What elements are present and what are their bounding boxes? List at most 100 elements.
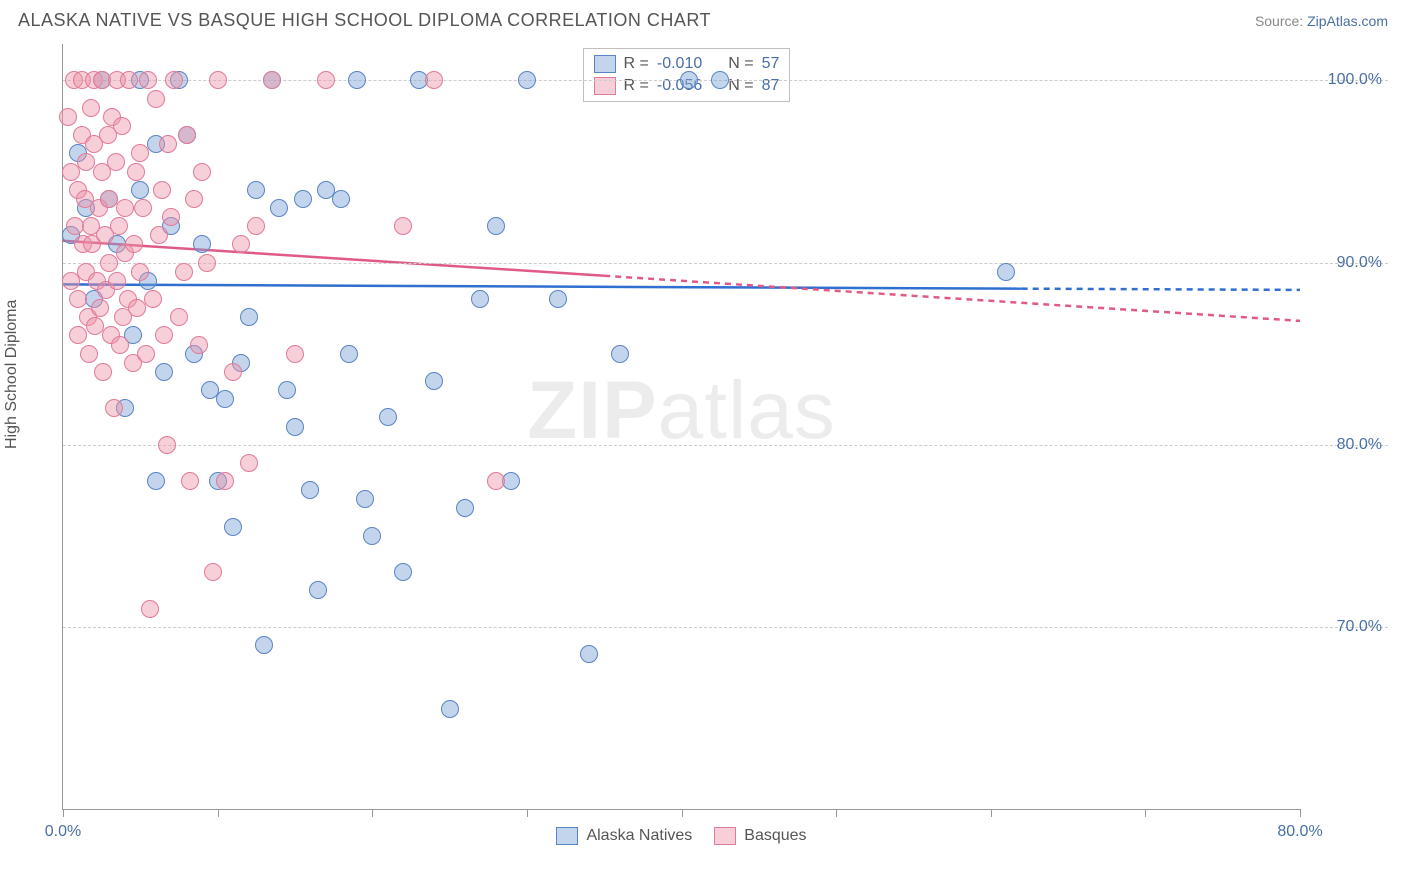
- trend-dashed-basque: [604, 276, 1300, 321]
- y-tick-label: 90.0%: [1337, 254, 1382, 272]
- watermark-rest: atlas: [658, 365, 836, 456]
- y-tick-label: 100.0%: [1328, 71, 1382, 89]
- data-point-basque: [139, 71, 157, 89]
- chart-area: High School Diploma ZIPatlas R =-0.010N …: [18, 44, 1388, 854]
- x-tick-label: 80.0%: [1277, 823, 1322, 841]
- data-point-basque: [137, 345, 155, 363]
- data-point-alaska: [255, 636, 273, 654]
- data-point-alaska: [379, 408, 397, 426]
- data-point-alaska: [309, 581, 327, 599]
- data-point-alaska: [224, 518, 242, 536]
- data-point-basque: [80, 345, 98, 363]
- data-point-alaska: [711, 71, 729, 89]
- data-point-basque: [240, 454, 258, 472]
- n-value: 57: [762, 55, 780, 73]
- data-point-alaska: [487, 217, 505, 235]
- data-point-basque: [232, 235, 250, 253]
- data-point-basque: [159, 135, 177, 153]
- data-point-alaska: [155, 363, 173, 381]
- data-point-basque: [131, 144, 149, 162]
- watermark-bold: ZIP: [527, 365, 658, 456]
- data-point-alaska: [340, 345, 358, 363]
- data-point-basque: [247, 217, 265, 235]
- data-point-basque: [82, 99, 100, 117]
- data-point-basque: [94, 363, 112, 381]
- x-tick: [63, 809, 64, 817]
- data-point-basque: [193, 163, 211, 181]
- gridline-h: [63, 263, 1388, 264]
- data-point-basque: [190, 336, 208, 354]
- data-point-alaska: [286, 418, 304, 436]
- data-point-basque: [141, 600, 159, 618]
- data-point-alaska: [441, 700, 459, 718]
- data-point-basque: [69, 290, 87, 308]
- chart-title: ALASKA NATIVE VS BASQUE HIGH SCHOOL DIPL…: [18, 10, 711, 31]
- data-point-alaska: [456, 499, 474, 517]
- data-point-alaska: [502, 472, 520, 490]
- chart-header: ALASKA NATIVE VS BASQUE HIGH SCHOOL DIPL…: [0, 0, 1406, 37]
- data-point-alaska: [247, 181, 265, 199]
- r-label: R =: [624, 55, 649, 73]
- source-label: Source:: [1255, 13, 1303, 29]
- data-point-basque: [216, 472, 234, 490]
- data-point-alaska: [348, 71, 366, 89]
- data-point-basque: [204, 563, 222, 581]
- data-point-alaska: [240, 308, 258, 326]
- data-point-alaska: [580, 645, 598, 663]
- data-point-alaska: [278, 381, 296, 399]
- data-point-basque: [105, 399, 123, 417]
- data-point-basque: [131, 263, 149, 281]
- source-link[interactable]: ZipAtlas.com: [1307, 13, 1388, 29]
- data-point-basque: [209, 71, 227, 89]
- data-point-basque: [110, 217, 128, 235]
- data-point-basque: [144, 290, 162, 308]
- data-point-basque: [170, 308, 188, 326]
- x-tick: [372, 809, 373, 817]
- data-point-alaska: [549, 290, 567, 308]
- x-tick: [1300, 809, 1301, 817]
- x-tick: [682, 809, 683, 817]
- data-point-basque: [108, 272, 126, 290]
- data-point-basque: [317, 71, 335, 89]
- legend-label: Alaska Natives: [586, 827, 692, 845]
- x-tick: [218, 809, 219, 817]
- data-point-alaska: [131, 181, 149, 199]
- data-point-basque: [185, 190, 203, 208]
- data-point-alaska: [294, 190, 312, 208]
- x-tick: [836, 809, 837, 817]
- trend-lines: [63, 44, 1300, 809]
- data-point-alaska: [997, 263, 1015, 281]
- data-point-alaska: [425, 372, 443, 390]
- x-tick: [527, 809, 528, 817]
- data-point-basque: [147, 90, 165, 108]
- x-tick-label: 0.0%: [45, 823, 81, 841]
- data-point-basque: [107, 153, 125, 171]
- data-point-basque: [158, 436, 176, 454]
- data-point-basque: [487, 472, 505, 490]
- data-point-alaska: [301, 481, 319, 499]
- data-point-basque: [198, 254, 216, 272]
- data-point-basque: [165, 71, 183, 89]
- data-point-basque: [153, 181, 171, 199]
- y-axis-label: High School Diploma: [3, 300, 21, 449]
- plot-region: ZIPatlas R =-0.010N =57R =-0.056N =87 Al…: [62, 44, 1300, 810]
- legend-item-basque: Basques: [714, 827, 806, 845]
- data-point-basque: [162, 208, 180, 226]
- data-point-alaska: [363, 527, 381, 545]
- data-point-basque: [69, 326, 87, 344]
- data-point-alaska: [518, 71, 536, 89]
- data-point-basque: [113, 117, 131, 135]
- data-point-basque: [150, 226, 168, 244]
- data-point-alaska: [680, 71, 698, 89]
- data-point-basque: [263, 71, 281, 89]
- data-point-basque: [175, 263, 193, 281]
- legend-item-alaska: Alaska Natives: [556, 827, 692, 845]
- data-point-alaska: [193, 235, 211, 253]
- data-point-basque: [111, 336, 129, 354]
- trend-dashed-alaska: [1022, 289, 1300, 290]
- y-tick-label: 80.0%: [1337, 436, 1382, 454]
- n-label: N =: [728, 55, 753, 73]
- data-point-basque: [394, 217, 412, 235]
- r-value: -0.010: [657, 55, 702, 73]
- data-point-alaska: [471, 290, 489, 308]
